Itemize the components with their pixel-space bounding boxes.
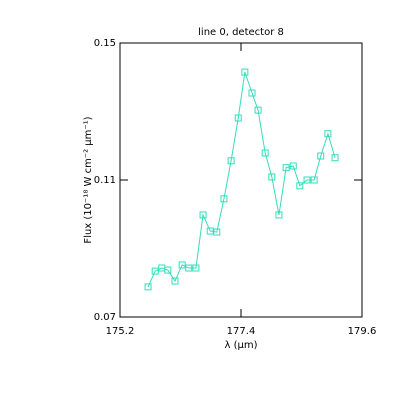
marker [220,195,228,203]
y-tick-label: 0.07 [94,312,116,323]
chart-title: line 0, detector 8 [198,27,284,38]
marker [164,266,172,274]
marker [317,152,325,160]
marker [178,261,186,269]
y-axis-label: Flux (10⁻¹⁸ W cm⁻² μm⁻¹) [83,116,94,243]
marker [227,157,235,165]
marker [241,68,249,76]
marker [151,267,159,275]
marker [268,173,276,181]
marker [261,149,269,157]
marker [275,211,283,219]
marker [206,227,214,235]
marker [192,264,200,272]
x-axis-label: λ (μm) [224,340,257,351]
marker [185,264,193,272]
y-tick-label: 0.11 [94,175,116,186]
marker [144,283,152,291]
marker [248,89,256,97]
x-tick-label: 175.2 [106,326,135,337]
marker [234,114,242,122]
marker [213,228,221,236]
plot-frame [119,42,363,318]
series-line [147,71,336,288]
marker [296,182,304,190]
marker [331,154,339,162]
x-tick-label: 179.6 [348,326,377,337]
marker [171,277,179,285]
x-tick-label: 177.4 [227,326,256,337]
y-tick-label: 0.15 [94,38,116,49]
marker [289,162,297,170]
marker [310,176,318,184]
marker [199,211,207,219]
marker [324,130,332,138]
marker [282,164,290,172]
marker [254,106,262,114]
marker [303,176,311,184]
